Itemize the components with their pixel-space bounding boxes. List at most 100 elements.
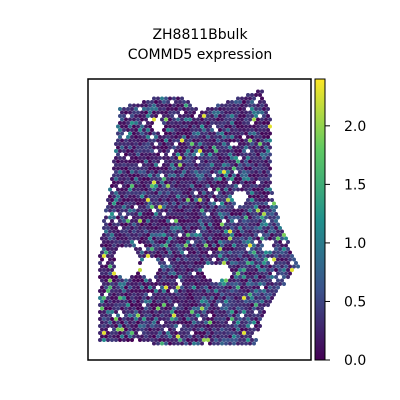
spot-marker — [168, 271, 172, 276]
spot-marker — [144, 103, 148, 108]
spot-marker — [168, 208, 172, 213]
spot-marker — [206, 247, 210, 251]
spot-marker — [212, 187, 216, 192]
spot-marker — [260, 110, 264, 115]
spot-marker — [146, 338, 150, 342]
spot-marker — [210, 317, 214, 321]
spot-marker — [234, 317, 238, 321]
spot-marker — [232, 334, 236, 339]
spot-marker — [198, 121, 202, 125]
spot-marker — [206, 184, 210, 188]
spot-marker — [252, 110, 256, 115]
spot-marker — [226, 205, 230, 209]
spot-marker — [184, 278, 188, 283]
spot-marker — [236, 306, 240, 311]
spot-marker — [240, 187, 244, 192]
spot-marker — [248, 159, 252, 164]
spot-marker — [156, 278, 160, 283]
spot-marker — [138, 268, 142, 272]
spot-marker — [274, 261, 278, 265]
spot-marker — [216, 124, 220, 129]
spot-marker — [254, 317, 258, 321]
spot-marker — [250, 226, 254, 230]
chart-title-line1: ZH8811Bbulk — [152, 27, 248, 43]
spot-marker — [264, 145, 268, 150]
spot-marker — [130, 191, 134, 195]
spot-marker — [274, 240, 278, 244]
spot-marker — [196, 236, 200, 241]
spot-marker — [188, 257, 192, 262]
spot-marker — [164, 334, 168, 339]
spot-marker — [216, 334, 220, 339]
spot-marker — [192, 166, 196, 171]
spot-marker — [240, 341, 244, 346]
spot-marker — [246, 282, 250, 286]
spot-marker — [252, 131, 256, 136]
spot-marker — [198, 149, 202, 153]
spot-marker — [194, 177, 198, 181]
spot-marker — [170, 296, 174, 300]
spot-marker — [144, 110, 148, 115]
spot-marker — [120, 194, 124, 199]
spot-marker — [180, 145, 184, 150]
spot-marker — [106, 261, 110, 265]
spot-marker — [194, 296, 198, 300]
spot-marker — [240, 334, 244, 339]
spot-marker — [210, 156, 214, 160]
spot-marker — [140, 173, 144, 178]
spot-marker — [204, 229, 208, 234]
spot-marker — [116, 131, 120, 136]
spot-marker — [164, 320, 168, 325]
spot-marker — [210, 324, 214, 328]
spot-marker — [112, 334, 116, 339]
spot-marker — [240, 250, 244, 255]
spot-marker — [182, 226, 186, 230]
spot-marker — [152, 341, 156, 346]
spot-marker — [206, 219, 210, 223]
spot-marker — [272, 201, 276, 206]
spot-marker — [178, 163, 182, 167]
spot-marker — [114, 324, 118, 328]
spot-marker — [252, 173, 256, 178]
spot-marker — [152, 334, 156, 339]
spot-marker — [194, 275, 198, 279]
spot-marker — [248, 327, 252, 332]
spot-marker — [110, 303, 114, 307]
spot-marker — [146, 128, 150, 132]
spot-marker — [252, 138, 256, 143]
spot-marker — [228, 313, 232, 318]
spot-marker — [202, 275, 206, 279]
spot-marker — [212, 250, 216, 255]
spot-marker — [142, 156, 146, 160]
spot-marker — [240, 229, 244, 234]
spot-marker — [196, 173, 200, 178]
spot-marker — [140, 138, 144, 143]
spot-marker — [128, 236, 132, 241]
spot-marker — [266, 156, 270, 160]
spot-marker — [202, 338, 206, 342]
spot-marker — [154, 338, 158, 342]
spot-marker — [150, 317, 154, 321]
spot-marker — [234, 156, 238, 160]
spot-marker — [216, 341, 220, 346]
spot-marker — [120, 131, 124, 136]
spot-marker — [270, 296, 274, 300]
spot-marker — [220, 278, 224, 283]
spot-marker — [202, 128, 206, 132]
spot-marker — [198, 233, 202, 237]
spot-marker — [234, 107, 238, 111]
spot-marker — [284, 250, 288, 255]
spot-marker — [102, 268, 106, 272]
spot-marker — [234, 149, 238, 153]
spot-marker — [270, 268, 274, 272]
spot-marker — [134, 331, 138, 335]
spot-marker — [242, 142, 246, 146]
spot-marker — [258, 324, 262, 328]
spot-marker — [120, 166, 124, 171]
spot-marker — [216, 159, 220, 164]
spot-marker — [250, 240, 254, 244]
spot-marker — [216, 285, 220, 290]
spot-marker — [214, 282, 218, 286]
spot-marker — [102, 324, 106, 328]
spot-marker — [220, 243, 224, 248]
